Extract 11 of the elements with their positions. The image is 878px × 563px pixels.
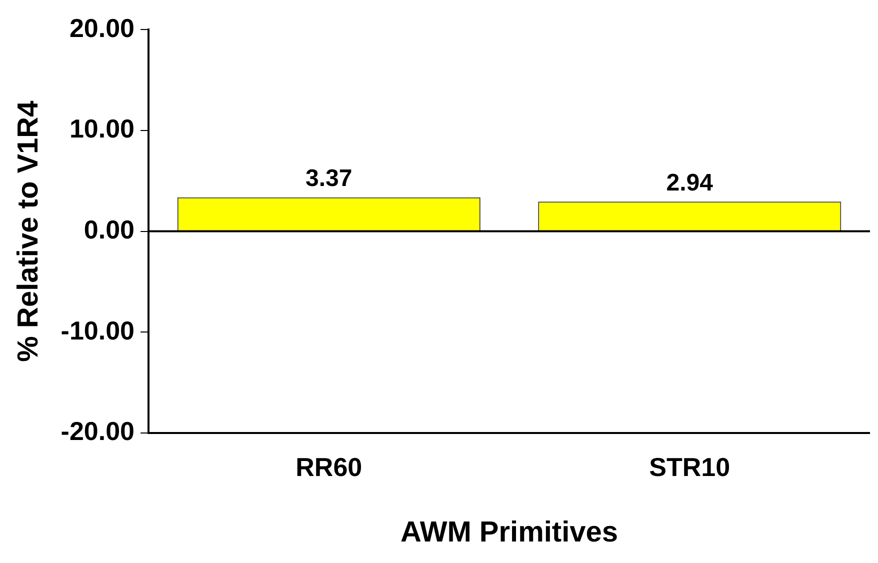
y-axis-title: % Relative to V1R4 (12, 100, 44, 362)
data-label: 2.94 (666, 169, 714, 196)
y-tick-label: 0.00 (84, 214, 135, 244)
y-tick-label: 10.00 (69, 114, 135, 144)
x-tick-label: RR60 (296, 452, 362, 482)
y-tick-label: -10.00 (60, 315, 135, 346)
x-tick-label: STR10 (649, 452, 730, 482)
y-tick-label: -20.00 (60, 416, 135, 446)
x-axis-title: AWM Primitives (400, 516, 618, 549)
data-label: 3.37 (306, 164, 352, 192)
y-tick-label: 20.00 (69, 12, 135, 43)
